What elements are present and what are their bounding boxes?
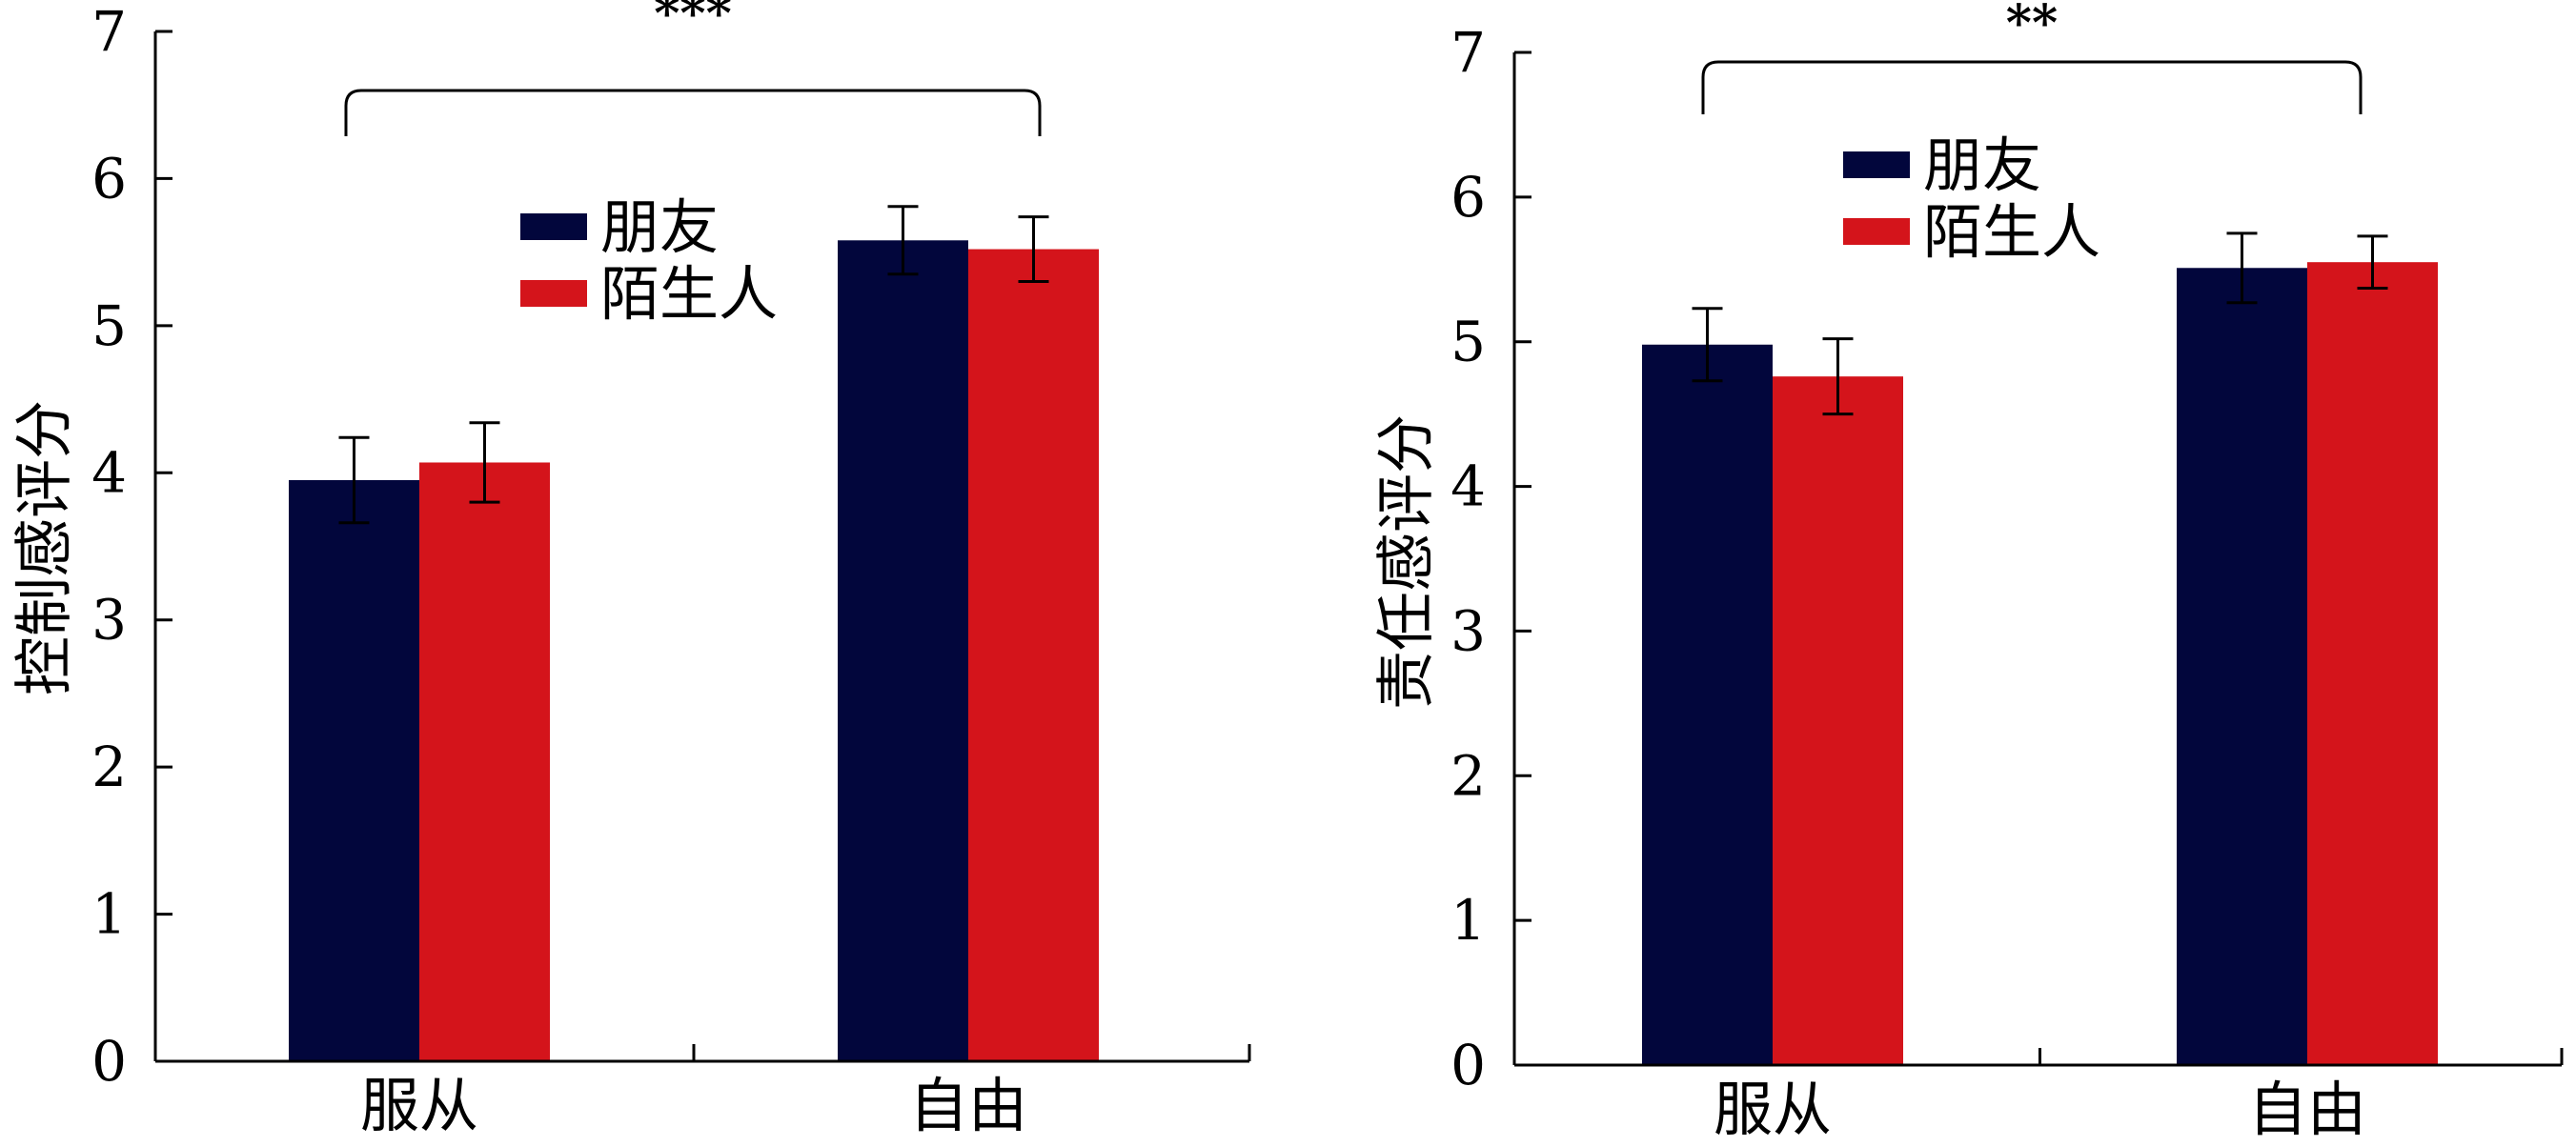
bar-stranger-0 (1773, 376, 1903, 1065)
legend-label-stranger: 陌生人 (1923, 197, 2100, 267)
error-bar-stranger-0 (1822, 337, 1854, 416)
error-bar-friend-0 (338, 435, 370, 525)
y-tick-label: 1 (1450, 888, 1486, 953)
x-category-label: 服从 (360, 1071, 478, 1140)
y-tick-label: 5 (91, 293, 127, 358)
y-tick-label: 2 (1450, 743, 1486, 808)
y-tick-label: 0 (91, 1029, 127, 1094)
y-tick-label: 5 (1450, 310, 1486, 374)
y-tick-label: 3 (1450, 598, 1486, 663)
bar-friend-0 (289, 480, 419, 1061)
y-tick-label: 7 (1450, 20, 1486, 85)
significance-bracket (1701, 60, 2363, 114)
y-tick-label: 2 (91, 734, 127, 799)
legend-swatch-friend (520, 213, 587, 240)
bar-friend-1 (838, 240, 968, 1061)
bar-stranger-1 (968, 249, 1099, 1061)
y-tick-label: 6 (1450, 165, 1486, 230)
x-category-label: 自由 (2248, 1075, 2366, 1144)
error-bar-friend-0 (1692, 307, 1723, 383)
y-tick-label: 0 (1450, 1033, 1486, 1097)
y-tick-label: 3 (91, 588, 127, 653)
legend-swatch-stranger (520, 280, 587, 307)
y-tick-label: 4 (1450, 454, 1486, 519)
y-tick-label: 6 (91, 146, 127, 211)
legend-label-friend: 朋友 (600, 192, 719, 262)
significance-bracket (344, 89, 1042, 136)
legend-label-stranger: 陌生人 (600, 259, 778, 329)
y-tick-label: 7 (91, 0, 127, 64)
bar-stranger-1 (2307, 262, 2438, 1065)
x-category-label: 自由 (909, 1071, 1027, 1140)
y-tick-label: 4 (91, 440, 127, 505)
error-bar-friend-1 (2226, 231, 2258, 305)
bar-friend-1 (2177, 268, 2307, 1065)
legend-label-friend: 朋友 (1923, 131, 2041, 200)
error-bar-stranger-1 (2357, 234, 2388, 291)
y-axis-title: 控制感评分 (10, 400, 79, 695)
y-axis-title: 责任感评分 (1371, 414, 1441, 710)
error-bar-friend-1 (887, 205, 919, 276)
x-category-label: 服从 (1714, 1075, 1832, 1144)
bar-friend-0 (1642, 344, 1773, 1065)
y-tick-label: 1 (91, 882, 127, 947)
significance-stars: *** (654, 0, 732, 43)
significance-stars: ** (2006, 0, 2058, 52)
legend-swatch-stranger (1843, 218, 1910, 245)
error-bar-stranger-1 (1018, 215, 1049, 284)
legend-swatch-friend (1843, 151, 1910, 178)
error-bar-stranger-0 (469, 421, 500, 504)
bar-stranger-0 (419, 462, 550, 1061)
